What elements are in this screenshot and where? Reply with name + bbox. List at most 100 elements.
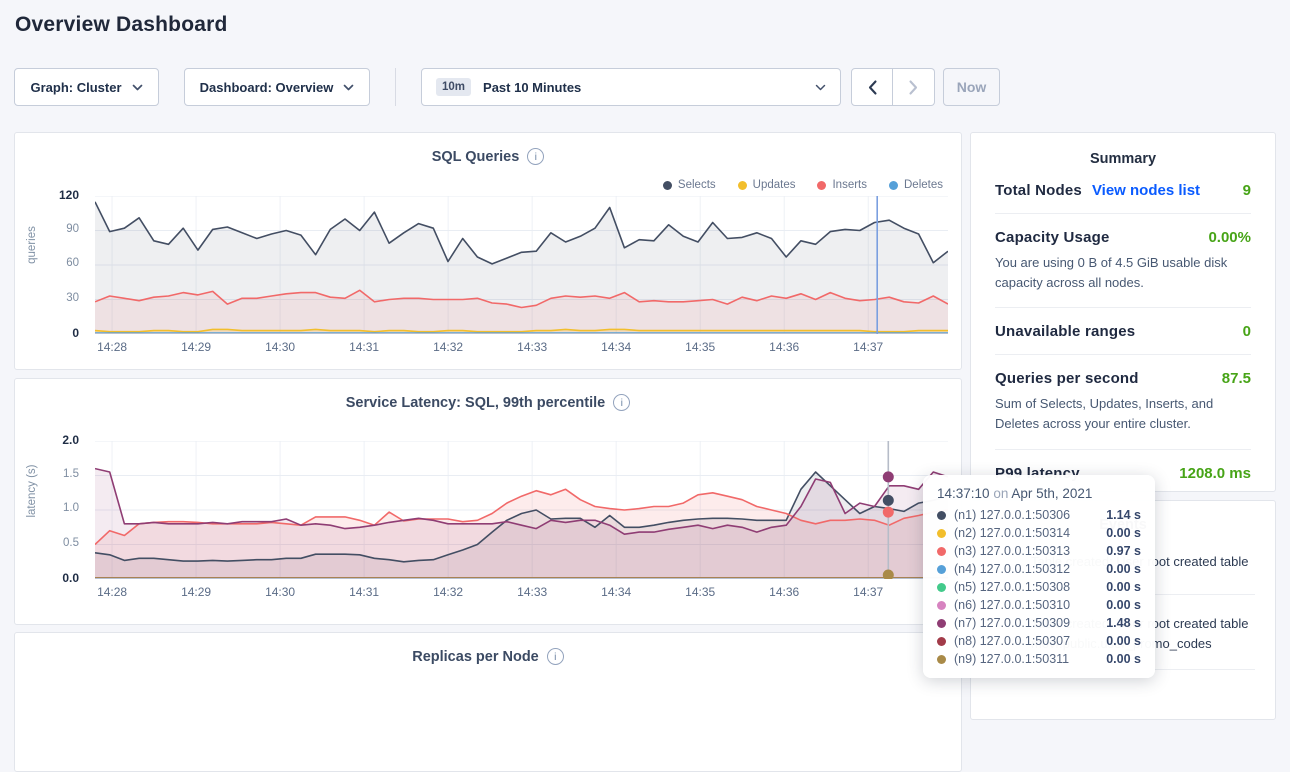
- legend-item-updates[interactable]: Updates: [738, 179, 796, 191]
- summary-panel: Summary Total NodesView nodes list9Capac…: [970, 132, 1276, 492]
- chevron-down-icon: [815, 84, 826, 91]
- series-dot-icon: [937, 655, 946, 664]
- chevron-down-icon: [343, 84, 354, 91]
- prev-time-button[interactable]: [851, 68, 893, 106]
- tooltip-node-row: (n4) 127.0.0.1:503120.00 s: [937, 560, 1141, 578]
- time-range-badge: 10m: [436, 78, 471, 96]
- legend-item-selects[interactable]: Selects: [663, 179, 716, 191]
- summary-description: You are using 0 B of 4.5 GiB usable disk…: [995, 253, 1251, 293]
- summary-description: Sum of Selects, Updates, Inserts, and De…: [995, 394, 1251, 434]
- series-dot-icon: [937, 565, 946, 574]
- x-tick-label: 14:31: [349, 585, 379, 599]
- x-tick-label: 14:32: [433, 585, 463, 599]
- sql-legend: Selects Updates Inserts Deletes: [663, 179, 943, 191]
- summary-value: 87.5: [1222, 370, 1251, 387]
- service-latency-chart[interactable]: [95, 441, 948, 579]
- sql-queries-chart[interactable]: [95, 196, 948, 334]
- view-nodes-list-link[interactable]: View nodes list: [1092, 182, 1200, 199]
- info-icon[interactable]: i: [527, 148, 544, 165]
- series-dot-icon: [937, 619, 946, 628]
- legend-dot-icon: [663, 181, 672, 190]
- sql-y-axis-ticks: 0306090120: [15, 196, 87, 334]
- summary-label: Capacity Usage: [995, 229, 1110, 246]
- time-range-dropdown[interactable]: 10m Past 10 Minutes: [421, 68, 841, 106]
- legend-dot-icon: [889, 181, 898, 190]
- series-dot-icon: [937, 529, 946, 538]
- tooltip-node-row: (n6) 127.0.0.1:503100.00 s: [937, 596, 1141, 614]
- legend-dot-icon: [817, 181, 826, 190]
- legend-item-inserts[interactable]: Inserts: [817, 179, 867, 191]
- tooltip-node-row: (n8) 127.0.0.1:503070.00 s: [937, 632, 1141, 650]
- replicas-title: Replicas per Node: [412, 649, 539, 665]
- chevron-down-icon: [132, 84, 143, 91]
- y-tick-label: 30: [66, 292, 79, 304]
- latency-y-axis-ticks: 0.00.51.01.52.0: [15, 441, 87, 579]
- tooltip-node-row: (n5) 127.0.0.1:503080.00 s: [937, 578, 1141, 596]
- summary-row: Capacity Usage 0.00% You are using 0 B of …: [995, 214, 1251, 308]
- replicas-per-node-card: Replicas per Node i: [14, 632, 962, 772]
- replicas-title-row: Replicas per Node i: [15, 648, 961, 665]
- summary-label: Unavailable ranges: [995, 323, 1135, 340]
- info-icon[interactable]: i: [547, 648, 564, 665]
- chart-hover-tooltip: 14:37:10 on Apr 5th, 2021 (n1) 127.0.0.1…: [923, 475, 1155, 678]
- summary-row: Unavailable ranges 0: [995, 308, 1251, 355]
- legend-item-deletes[interactable]: Deletes: [889, 179, 943, 191]
- x-tick-label: 14:35: [685, 585, 715, 599]
- sql-queries-title: SQL Queries: [432, 149, 520, 165]
- tooltip-node-row: (n7) 127.0.0.1:503091.48 s: [937, 614, 1141, 632]
- next-time-button[interactable]: [893, 68, 935, 106]
- x-tick-label: 14:29: [181, 340, 211, 354]
- x-tick-label: 14:33: [517, 585, 547, 599]
- y-tick-label: 60: [66, 257, 79, 269]
- summary-title: Summary: [995, 151, 1251, 167]
- info-icon[interactable]: i: [613, 394, 630, 411]
- graph-dropdown-label: Graph: Cluster: [30, 80, 121, 95]
- service-latency-card: Service Latency: SQL, 99th percentile i …: [14, 378, 962, 625]
- summary-value: 0.00%: [1208, 229, 1251, 246]
- x-tick-label: 14:31: [349, 340, 379, 354]
- legend-dot-icon: [738, 181, 747, 190]
- page-title: Overview Dashboard: [15, 13, 228, 37]
- now-button[interactable]: Now: [943, 68, 1000, 106]
- series-dot-icon: [937, 637, 946, 646]
- x-tick-label: 14:34: [601, 585, 631, 599]
- summary-value: 0: [1243, 323, 1251, 340]
- tooltip-node-row: (n1) 127.0.0.1:503061.14 s: [937, 506, 1141, 524]
- x-tick-label: 14:28: [97, 340, 127, 354]
- sql-queries-card: SQL Queries i Selects Updates Inserts Delet…: [14, 132, 962, 370]
- x-tick-label: 14:28: [97, 585, 127, 599]
- dashboard-dropdown[interactable]: Dashboard: Overview: [184, 68, 370, 106]
- series-dot-icon: [937, 511, 946, 520]
- summary-row: Total NodesView nodes list9: [995, 167, 1251, 214]
- tooltip-node-row: (n3) 127.0.0.1:503130.97 s: [937, 542, 1141, 560]
- graph-dropdown[interactable]: Graph: Cluster: [14, 68, 159, 106]
- toolbar-divider: [395, 68, 396, 106]
- x-tick-label: 14:36: [769, 585, 799, 599]
- y-tick-label: 1.0: [63, 502, 79, 514]
- y-tick-label: 0.0: [62, 571, 79, 585]
- tooltip-node-row: (n2) 127.0.0.1:503140.00 s: [937, 524, 1141, 542]
- y-tick-label: 2.0: [62, 433, 79, 447]
- dashboard-dropdown-label: Dashboard: Overview: [200, 80, 334, 95]
- x-tick-label: 14:37: [853, 585, 883, 599]
- sql-x-axis-ticks: 14:2814:2914:3014:3114:3214:3314:3414:35…: [95, 340, 948, 356]
- y-tick-label: 90: [66, 223, 79, 235]
- toolbar: Graph: Cluster Dashboard: Overview 10m P…: [14, 68, 1000, 106]
- x-tick-label: 14:29: [181, 585, 211, 599]
- service-latency-title-row: Service Latency: SQL, 99th percentile i: [15, 394, 961, 411]
- x-tick-label: 14:33: [517, 340, 547, 354]
- y-tick-label: 120: [59, 188, 79, 202]
- x-tick-label: 14:34: [601, 340, 631, 354]
- y-tick-label: 0: [72, 326, 79, 340]
- summary-value: 1208.0 ms: [1179, 465, 1251, 482]
- summary-label: Queries per second: [995, 370, 1139, 387]
- summary-value: 9: [1243, 182, 1251, 199]
- time-range-label: Past 10 Minutes: [483, 80, 581, 95]
- latency-x-axis-ticks: 14:28 14:29 14:30 14:31 14:32 14:33 14:34 14:35…: [95, 585, 948, 601]
- series-dot-icon: [937, 601, 946, 610]
- x-tick-label: 14:30: [265, 585, 295, 599]
- series-dot-icon: [937, 583, 946, 592]
- x-tick-label: 14:37: [853, 340, 883, 354]
- y-tick-label: 1.5: [63, 468, 79, 480]
- time-step-buttons: [851, 68, 935, 106]
